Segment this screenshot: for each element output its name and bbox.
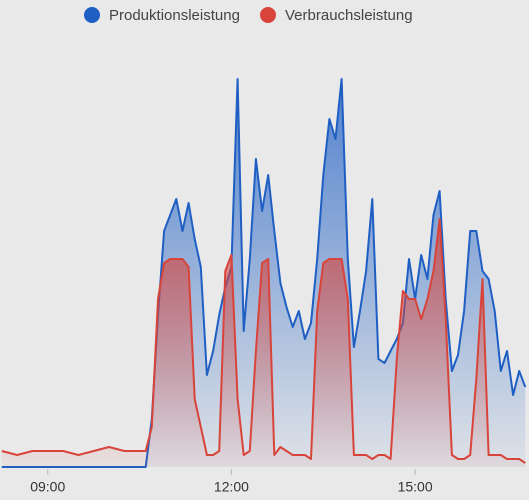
legend-label: Verbrauchsleistung bbox=[285, 7, 413, 24]
legend-label: Produktionsleistung bbox=[109, 7, 240, 24]
x-tick-label: 15:00 bbox=[398, 479, 433, 495]
legend-marker bbox=[84, 7, 100, 23]
x-tick-label: 09:00 bbox=[30, 479, 65, 495]
legend-marker bbox=[260, 7, 276, 23]
series-line bbox=[1, 218, 526, 464]
x-tick-label: 12:00 bbox=[214, 479, 249, 495]
